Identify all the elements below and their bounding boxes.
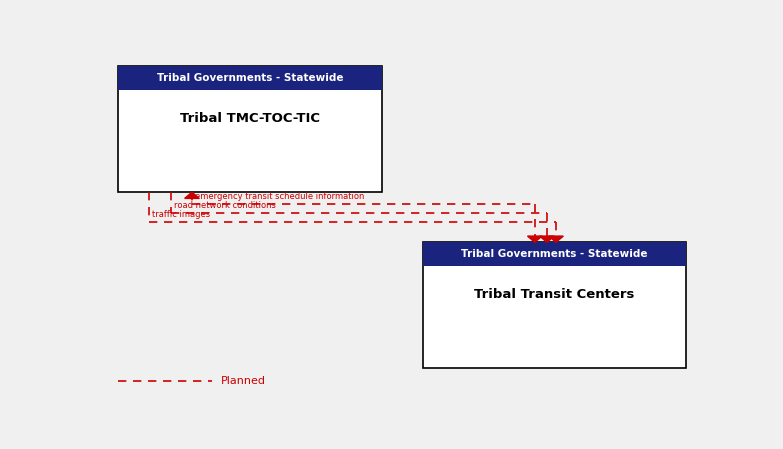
Polygon shape [539,236,554,242]
Bar [423,242,687,369]
Bar [118,66,382,90]
Text: Planned: Planned [221,376,266,386]
Text: traffic images: traffic images [153,210,211,219]
Polygon shape [549,236,563,242]
Bar [118,66,382,192]
Text: Tribal Transit Centers: Tribal Transit Centers [474,288,635,301]
Text: Tribal Governments - Statewide: Tribal Governments - Statewide [157,73,343,83]
Text: Tribal Governments - Statewide: Tribal Governments - Statewide [461,249,648,259]
Text: emergency transit schedule information: emergency transit schedule information [195,192,364,201]
Polygon shape [185,192,199,198]
Polygon shape [528,236,542,242]
Bar [423,242,687,266]
Text: road network conditions: road network conditions [174,201,276,210]
Text: Tribal TMC-TOC-TIC: Tribal TMC-TOC-TIC [180,112,320,125]
